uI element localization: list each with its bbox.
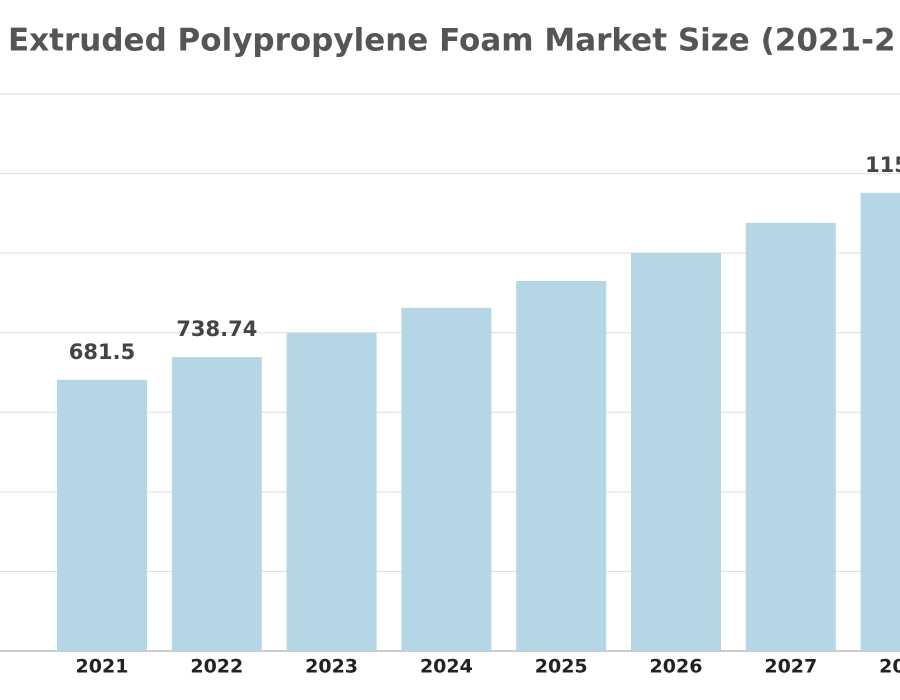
x-tick-label: 2025 bbox=[535, 656, 588, 678]
x-tick-label: 2028 bbox=[879, 656, 900, 678]
data-label: 1151.6 bbox=[865, 153, 900, 177]
x-tick-label: 2022 bbox=[190, 656, 243, 678]
bar bbox=[631, 252, 721, 651]
bar bbox=[745, 222, 836, 652]
bar bbox=[401, 307, 492, 651]
chart-title: Extruded Polypropylene Foam Market Size … bbox=[8, 23, 896, 59]
x-tick-label: 2027 bbox=[764, 656, 817, 678]
bar bbox=[57, 379, 147, 651]
x-tick-label: 2026 bbox=[650, 656, 703, 678]
data-label: 681.5 bbox=[69, 340, 135, 364]
x-tick-label: 2023 bbox=[305, 656, 358, 678]
bar bbox=[286, 332, 377, 651]
x-tick-label: 2024 bbox=[420, 656, 473, 678]
x-tick-label: 2021 bbox=[76, 656, 129, 678]
bar bbox=[860, 192, 900, 652]
bar bbox=[171, 357, 262, 651]
data-label: 738.74 bbox=[176, 317, 257, 341]
bar bbox=[516, 280, 607, 651]
